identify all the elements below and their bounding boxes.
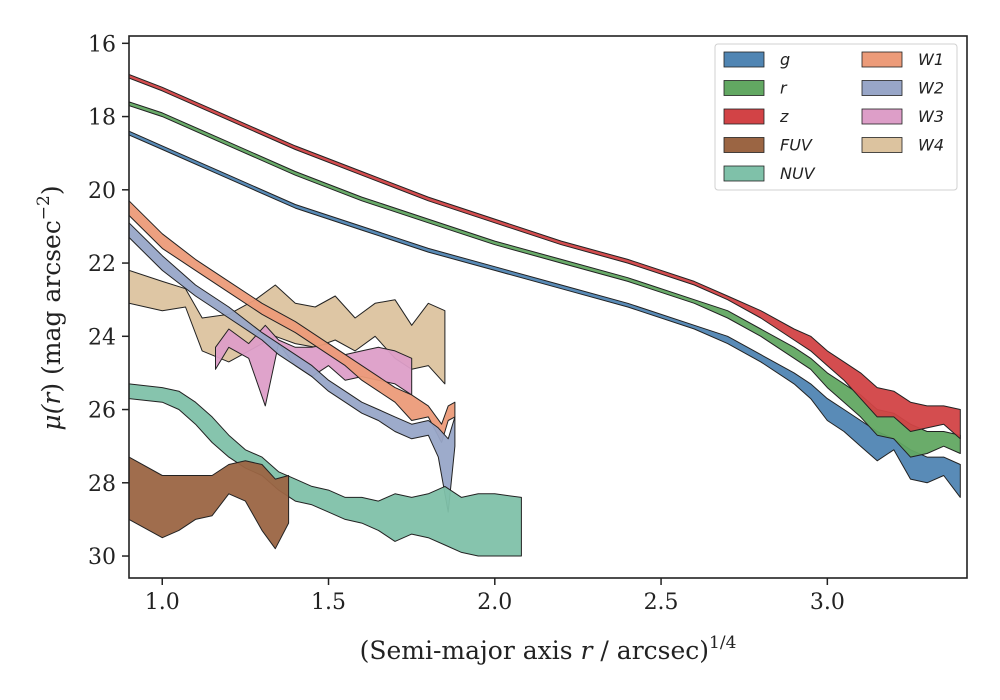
- legend-label: NUV: [780, 164, 816, 183]
- legend-swatch: [861, 51, 903, 68]
- band-nuv: [129, 383, 522, 557]
- y-tick-label: 28: [88, 472, 116, 497]
- legend-label: W3: [918, 107, 944, 126]
- y-axis-ticks: 16 18 20 22 24 26 28 30: [88, 32, 129, 570]
- y-axis-title: μ(r) (mag arcsec−2): [34, 185, 66, 430]
- y-tick-label: 16: [88, 32, 116, 57]
- legend-item-w1: W1: [861, 50, 944, 69]
- legend-item-w2: W2: [861, 79, 944, 98]
- legend-item-z: z: [723, 107, 789, 126]
- legend-swatch: [723, 137, 765, 153]
- y-tick-label: 26: [88, 399, 116, 424]
- legend-label: z: [779, 107, 789, 126]
- x-tick-label: 1.5: [311, 590, 346, 615]
- band-z: [129, 74, 961, 440]
- band-fuv: [129, 456, 290, 550]
- legend: grz FUV NUV W1 W2 W3 W4: [714, 43, 958, 191]
- legend-label: g: [780, 50, 790, 69]
- legend-swatch: [861, 137, 903, 153]
- x-tick-label: 1.0: [145, 590, 180, 615]
- x-tick-label: 3.0: [810, 590, 845, 615]
- legend-item-w4: W4: [861, 136, 944, 155]
- legend-swatch: [723, 51, 765, 68]
- y-tick-label: 20: [88, 179, 116, 204]
- y-tick-label: 24: [88, 325, 116, 350]
- band-w2: [129, 222, 456, 513]
- legend-item-w3: W3: [861, 107, 944, 126]
- legend-swatch: [723, 108, 765, 125]
- legend-swatch: [861, 80, 903, 96]
- x-axis-ticks: 1.0 1.5 2.0 2.5 3.0: [145, 578, 845, 615]
- band-g: [129, 130, 961, 498]
- y-tick-label: 18: [88, 106, 116, 131]
- legend-item-nuv: NUV: [723, 164, 816, 183]
- legend-swatch: [861, 108, 903, 125]
- legend-swatch: [723, 80, 765, 96]
- legend-label: W2: [918, 79, 944, 98]
- x-tick-label: 2.5: [644, 590, 679, 615]
- x-tick-label: 2.0: [477, 590, 512, 615]
- x-axis-title: (Semi-major axis r / arcsec)1/4: [360, 633, 737, 665]
- legend-item-fuv: FUV: [723, 136, 813, 155]
- y-tick-label: 22: [88, 252, 116, 277]
- plot-frame: [128, 35, 968, 579]
- legend-label: r: [780, 79, 788, 98]
- y-tick-label: 30: [88, 545, 116, 570]
- series-layer: [129, 74, 961, 557]
- legend-item-g: g: [723, 50, 790, 69]
- legend-label: W4: [918, 136, 944, 155]
- legend-label: W1: [918, 50, 944, 69]
- legend-label: FUV: [780, 136, 813, 155]
- band-r: [129, 101, 961, 458]
- legend-swatch: [723, 165, 765, 182]
- legend-item-r: r: [723, 79, 788, 98]
